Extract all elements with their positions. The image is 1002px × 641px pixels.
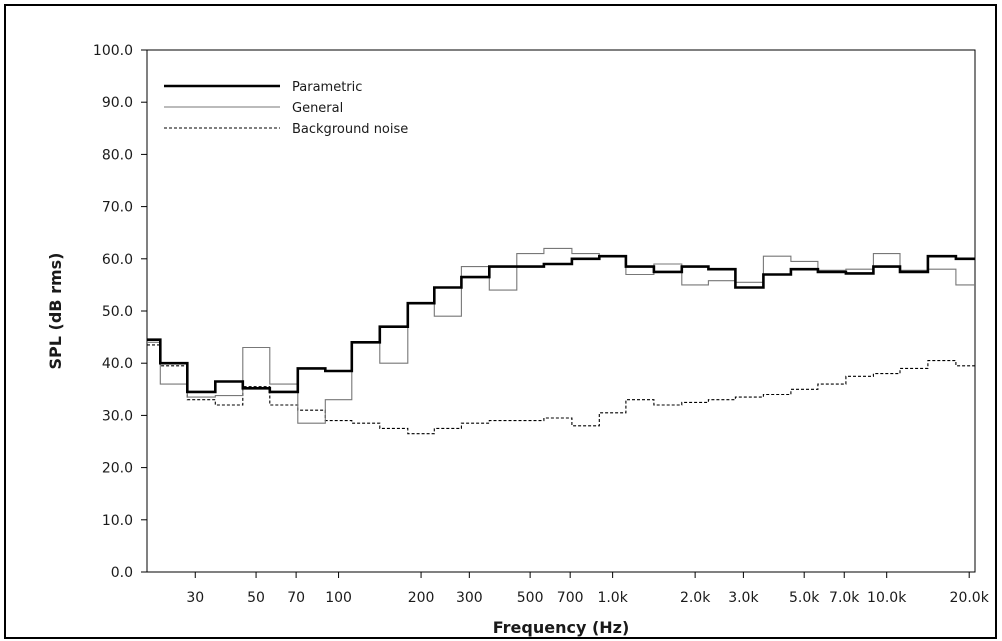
x-tick-label: 2.0k	[680, 590, 711, 606]
y-tick-label: 10.0	[102, 513, 133, 529]
legend-label: Background noise	[292, 122, 408, 137]
x-tick-label: 200	[408, 590, 435, 606]
y-tick-label: 40.0	[102, 356, 133, 372]
y-tick-label: 0.0	[111, 565, 133, 581]
x-tick-label: 10.0k	[867, 590, 907, 606]
y-tick-label: 30.0	[102, 408, 133, 424]
chart-frame: 0.0 10.0 20.0 30.0 40.0 50.0 60.0 70.0 80.0 90.0 1…	[4, 4, 997, 639]
spl-chart: 0.0 10.0 20.0 30.0 40.0 50.0 60.0 70.0 80.0 90.0 1…	[46, 43, 990, 637]
x-tick-label: 100	[325, 590, 352, 606]
legend: Parametric General Background noise	[164, 80, 408, 137]
series-background-noise	[147, 344, 975, 435]
series-general	[147, 247, 975, 424]
legend-label: Parametric	[292, 80, 362, 95]
y-tick-label: 50.0	[102, 304, 133, 320]
x-tick-label: 300	[456, 590, 483, 606]
x-tick-label: 700	[557, 590, 584, 606]
x-tick-label: 5.0k	[789, 590, 820, 606]
x-tick-label: 30	[186, 590, 204, 606]
y-tick-label: 90.0	[102, 95, 133, 111]
y-tick-label: 60.0	[102, 252, 133, 268]
x-tick-label: 500	[517, 590, 544, 606]
y-tick-label: 20.0	[102, 461, 133, 477]
y-tick-label: 80.0	[102, 147, 133, 163]
plot-area	[146, 49, 976, 573]
x-axis: 30 50 70 100 200 300 500 700 1.0k 2.0k 3.0k 5.0k 7.0…	[186, 572, 990, 606]
x-tick-label: 50	[247, 590, 265, 606]
y-tick-label: 100.0	[93, 43, 133, 59]
y-tick-label: 70.0	[102, 200, 133, 216]
x-tick-label: 1.0k	[597, 590, 628, 606]
x-axis-title: Frequency (Hz)	[493, 618, 630, 637]
x-tick-label: 3.0k	[728, 590, 759, 606]
x-tick-label: 7.0k	[829, 590, 860, 606]
legend-label: General	[292, 101, 343, 116]
y-axis: 0.0 10.0 20.0 30.0 40.0 50.0 60.0 70.0 80.0 90.0 1…	[93, 43, 147, 581]
x-tick-label: 70	[287, 590, 305, 606]
y-axis-title: SPL (dB rms)	[46, 253, 65, 370]
x-tick-label: 20.0k	[950, 590, 990, 606]
series-parametric	[147, 254, 975, 394]
series-layer	[147, 247, 975, 435]
